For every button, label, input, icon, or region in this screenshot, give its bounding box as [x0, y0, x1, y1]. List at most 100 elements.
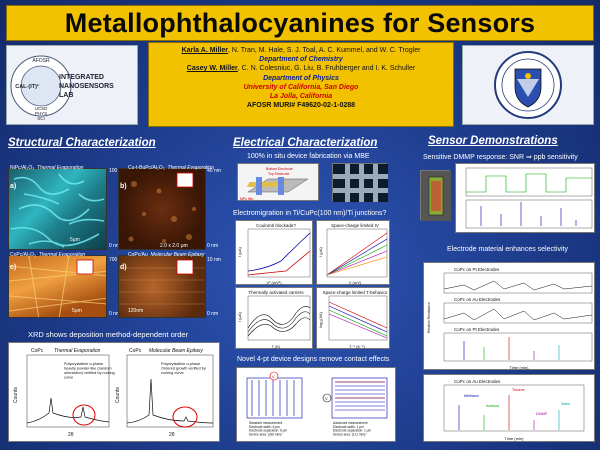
afm-b-scale-bot: 0 nm	[207, 243, 219, 249]
xrd-right-ylabel: Counts	[115, 387, 121, 403]
afm-a-size: 5μm	[70, 237, 80, 243]
sensor-au-title: CoPc on Au Electrodes	[454, 379, 501, 384]
afm-d-scale-bot: 0 nm	[207, 311, 219, 317]
logo-sub1: UCSD	[35, 106, 49, 111]
svg-text:V: V	[272, 374, 275, 379]
xrd-left-ylabel: Counts	[13, 387, 19, 403]
plot-coulomb-title: Coulomb blockade?	[256, 223, 296, 228]
plot-scl-iv-title: Space-charge limited IV	[331, 223, 379, 228]
city: La Jolla, California	[269, 93, 333, 101]
chem-other-authors: , N. Tran, M. Hale, S. J. Toal, A. C. Ku…	[228, 47, 421, 54]
fourpt-panel: V Standard measurement Electrode width: …	[236, 367, 396, 442]
university: University of California, San Diego	[243, 83, 359, 91]
nanosensors-logo: AFOSR CAL-(IT)² UCSD PHYS SCI INTEGRATED…	[6, 45, 138, 125]
selectivity-plot-pt2: CoPc on Pt Electrodes Time (min)	[443, 327, 593, 370]
afm-a-letter: a)	[10, 183, 17, 190]
sel-au-title: CoPc on Au Electrodes	[454, 297, 501, 302]
plot-scl-iv: Space-charge limited IV V (mV) I (μA)	[316, 220, 390, 285]
xrd-right-method: Molecular Beam Epitaxy	[149, 348, 203, 354]
plot-scl-t-ylabel: log₁₀(I/A)	[318, 311, 323, 328]
logo-name-line2: NANOSENSORS	[59, 83, 114, 90]
afm-d-letter: d)	[120, 264, 127, 271]
chem-lead-author: Karla A. Miller	[181, 47, 228, 54]
xrd-right-plot: CoPc Molecular Beam Epitaxy Polycrystall…	[115, 348, 214, 438]
afm-c-scale-top: 700 nm	[109, 257, 126, 263]
plot-thermal: Thermally activated carriers T (K) I (μA…	[235, 287, 313, 349]
plot-coulomb-xlabel: V² (mV²)	[266, 280, 282, 285]
xrd-left-method: Thermal Evaporation	[54, 348, 101, 354]
grant-number: AFOSR MURI# F49620-02-1-0288	[246, 102, 356, 110]
xrd-heading: XRD shows deposition method-dependent or…	[28, 330, 189, 339]
afm-c-size: 5μm	[72, 308, 82, 314]
afm-image-a	[8, 168, 107, 250]
afm-d-scale-top: 10 nm	[207, 257, 221, 263]
fourpt-right-diagram: V Advanced measurement Electrode width: …	[322, 377, 388, 436]
plot-thermal-xlabel: T (K)	[272, 344, 281, 349]
logo-top-text: AFOSR	[32, 58, 50, 64]
sensor-au-plot: CoPc on Au Electrodes Methanol Acetone T…	[423, 374, 595, 442]
sensor-sub: Sensitive DMMP response: SNR ⇒ ppb sensi…	[423, 154, 578, 161]
xrd-right-note: Polycrystalline α-phase Ordered growth v…	[161, 362, 207, 375]
title-bar: Metallophthalocyanines for Sensors	[6, 5, 594, 41]
afosr-logo	[462, 45, 594, 125]
afm-d-title: CoPc/Au Molecular Beam Epitaxy	[128, 252, 205, 258]
selectivity-plot-pt: CoPc on Pt Electrodes	[443, 267, 593, 294]
plot-scl-iv-xlabel: V (mV)	[349, 280, 362, 285]
structural-heading: Structural Characterization	[8, 137, 156, 149]
plot-scl-t: Space-charge limited T-behavior T⁻¹ (K⁻¹…	[316, 287, 390, 349]
afm-c-letter: c)	[10, 264, 17, 271]
nanosensors-logo-graphic: AFOSR CAL-(IT)² UCSD PHYS SCI INTEGRATED…	[10, 55, 114, 121]
phys-dept: Department of Physics	[263, 74, 339, 82]
afm-image-c	[8, 255, 107, 318]
plot-thermal-ylabel: I (μA)	[237, 311, 242, 322]
electrical-heading: Electrical Characterization	[233, 137, 378, 149]
plot-scl-t-title: Space-charge limited T-behavior	[323, 290, 388, 295]
selectivity-plot-au: CoPc on Au Electrodes	[443, 297, 593, 324]
sensor-au-xlabel: Time (min)	[505, 436, 525, 441]
legend-toluene: Toluene	[512, 388, 525, 392]
afm-b-size: 2.0 x 2.0 μm	[160, 243, 188, 249]
legend-water: Water	[561, 402, 571, 406]
afosr-shield-icon	[494, 51, 562, 119]
afm-b-title: Cu-t-BuPc/Al₂O₃ Thermal Evaporation	[128, 165, 214, 171]
device-top-label: Top Electrode	[268, 172, 289, 176]
sel-pt2-title: CoPc on Pt Electrodes	[454, 327, 500, 332]
device-photo	[332, 163, 388, 202]
xrd-left-title: CoPc	[31, 348, 44, 354]
logo-calit2-text: CAL-(IT)²	[15, 83, 39, 90]
afm-c-title: CoPc/Al₂O₃ Thermal Evaporation	[10, 252, 86, 258]
dmmp-plot	[455, 163, 595, 233]
svg-text:V: V	[325, 396, 328, 401]
plot-scl-t-xlabel: T⁻¹ (K⁻¹)	[349, 344, 365, 349]
logo-sub2: PHYS	[35, 111, 47, 116]
xrd-left-note: Polycrystalline α-phase heavily powder-l…	[64, 362, 116, 380]
plot-coulomb-ylabel: I (μA)	[237, 246, 242, 257]
device-schematic: Bottom Electrode Top Electrode MPc film	[237, 163, 319, 201]
legend-acetone: Acetone	[486, 404, 499, 408]
afm-d-size: 120nm	[128, 308, 144, 314]
device-bottom-label: Bottom Electrode	[266, 167, 293, 171]
phys-other-authors: , C. N. Colesniuc, G. Liu, B. Fruhberger…	[237, 65, 416, 73]
chem-dept: Department of Chemistry	[259, 56, 343, 64]
sel-pt-title: CoPc on Pt Electrodes	[454, 267, 500, 272]
selectivity-plot-panel: CoPc on Pt Electrodes CoPc on Au Electro…	[423, 262, 595, 370]
afm-c-scale-bot: 0 nm	[109, 311, 121, 317]
xrd-panel: CoPc Thermal Evaporation Polycrystalline…	[8, 342, 220, 442]
afm-a-title: NiPc/Al₂O₃ Thermal Evaporation	[10, 165, 84, 171]
selectivity-heading: Electrode material enhances selectivity	[447, 246, 569, 253]
device-mpc-label: MPc film	[240, 197, 254, 201]
plot-coulomb: Coulomb blockade? V² (mV²) I (μA)	[235, 220, 313, 285]
sensor-heading: Sensor Demonstrations	[428, 135, 558, 147]
afm-image-b	[118, 168, 206, 250]
legend-dmmp: DMMP	[536, 412, 548, 416]
electromigration-heading: Electromigration in Ti/CuPc(100 nm)/Ti j…	[233, 210, 387, 217]
afm-b-scale-top: 40 nm	[207, 168, 221, 174]
xrd-left-xlabel: 2θ	[68, 432, 74, 438]
poster-title: Metallophthalocyanines for Sensors	[64, 7, 536, 38]
sel-ylabel: Relative Resistance	[427, 302, 431, 333]
afm-a-scale-bot: 0 nm	[109, 243, 121, 249]
phys-lead-author: Casey W. Miller	[186, 65, 238, 73]
logo-name-line1: INTEGRATED	[59, 74, 104, 81]
svg-text:Standard measurement: Standard measurement Electrode width: 6 …	[249, 421, 288, 436]
